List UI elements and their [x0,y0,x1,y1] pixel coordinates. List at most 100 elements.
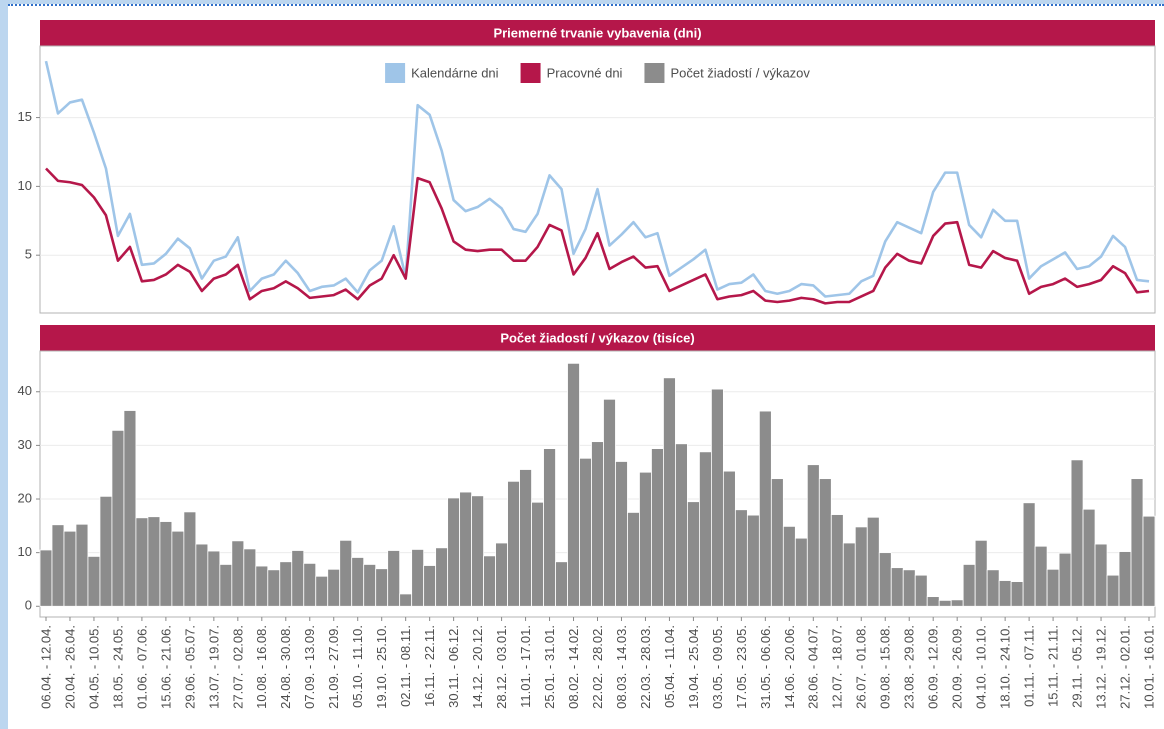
bar [962,564,976,607]
bar [351,557,365,607]
bar [591,441,604,607]
x-tick-label: 16.11. - 22.11. [422,625,437,707]
x-tick-label: 10.08. - 16.08. [254,625,269,709]
bar [435,547,449,607]
bar [710,388,724,607]
bar [639,471,652,607]
bar [411,549,425,607]
bar [207,550,221,607]
bar [806,464,820,607]
x-tick-label: 05.10. - 11.10. [350,625,365,708]
bar [986,569,1000,607]
bar [495,542,508,607]
bar [75,523,89,607]
bar [830,514,844,607]
x-tick-label: 29.06. - 05.07. [182,625,197,709]
bar [1070,459,1084,607]
bar [87,555,101,607]
x-tick-label: 10.01. - 16.01. [1141,625,1156,709]
y-tick-label: 5 [25,247,32,262]
bar [770,478,784,607]
bar [1106,574,1120,607]
panel-header [40,325,1155,351]
bar [782,525,796,607]
x-tick-label: 13.07. - 19.07. [206,625,221,709]
bar [699,451,712,607]
bar [219,564,233,607]
bar [147,516,161,607]
bar [603,398,616,607]
bar [866,516,880,607]
x-tick-label: 13.12. - 19.12. [1093,625,1108,709]
legend-label: Pracovné dni [547,65,623,80]
x-tick-label: 20.04. - 26.04. [62,625,77,709]
panel-title: Počet žiadostí / výkazov (tisíce) [500,330,694,345]
x-tick-label: 27.12. - 02.01. [1117,625,1132,709]
bar [39,549,53,607]
bar [255,565,269,607]
bar [1034,545,1048,607]
bar [663,377,676,607]
legend: Kalendárne dni Pracovné dni Počet žiadostí… [385,63,810,83]
bar [794,537,808,607]
y-tick-label: 15 [18,109,32,124]
x-tick-label: 27.07. - 02.08. [230,625,245,709]
bar [1010,581,1024,607]
bar [854,526,868,607]
x-tick-label: 08.03. - 14.03. [614,625,629,709]
x-tick-label: 15.11. - 21.11. [1046,625,1061,707]
x-tick-label: 28.12. - 03.01. [494,625,509,709]
bar [1094,543,1108,607]
line [45,167,1150,305]
x-tick-label: 17.05. - 23.05. [734,625,749,709]
bar [231,540,245,607]
bar [914,574,928,607]
bar [195,543,209,607]
x-tick-label: 18.05. - 24.05. [110,625,125,709]
x-tick-label: 02.11. - 08.11. [398,625,413,707]
bar [447,497,461,607]
bar [555,561,568,607]
bar [291,550,305,607]
x-tick-label: 19.04. - 25.04. [686,625,701,709]
bar [1118,551,1132,607]
x-tick-label: 03.05. - 09.05. [710,625,725,709]
bar [722,470,736,607]
bar [878,552,892,607]
bar [1058,552,1072,607]
bar [171,530,185,607]
bar [615,461,628,607]
bar [579,457,592,607]
bar [363,564,377,607]
bar [746,514,760,607]
x-tick-label: 06.04. - 12.04. [38,625,53,709]
bar [842,542,856,607]
x-tick-label: 25.01. - 31.01. [542,625,557,709]
y-tick-label: 40 [18,383,32,398]
bar [507,480,520,607]
bar [327,568,341,607]
x-tick-label: 04.10. - 10.10. [974,625,989,709]
panel-header [40,20,1155,46]
x-tick-label: 14.06. - 20.06. [782,625,797,709]
bar [423,565,437,607]
x-tick-label: 31.05. - 06.06. [758,625,773,709]
bar [135,517,149,607]
y-tick-label: 0 [25,598,32,613]
bar [818,478,832,607]
bar [890,567,904,607]
bar [387,550,401,607]
bar [63,530,77,607]
bar [183,511,197,607]
bar [734,509,748,607]
bar [902,569,916,607]
bar [1046,568,1060,607]
bar [938,599,952,607]
x-tick-label: 15.06. - 21.06. [158,625,173,709]
bar [543,448,556,607]
x-tick-label: 11.01. - 17.01. [518,625,533,708]
x-tick-label: 14.12. - 20.12. [470,625,485,709]
x-tick-label: 30.11. - 06.12. [446,625,461,708]
bar [303,562,317,607]
